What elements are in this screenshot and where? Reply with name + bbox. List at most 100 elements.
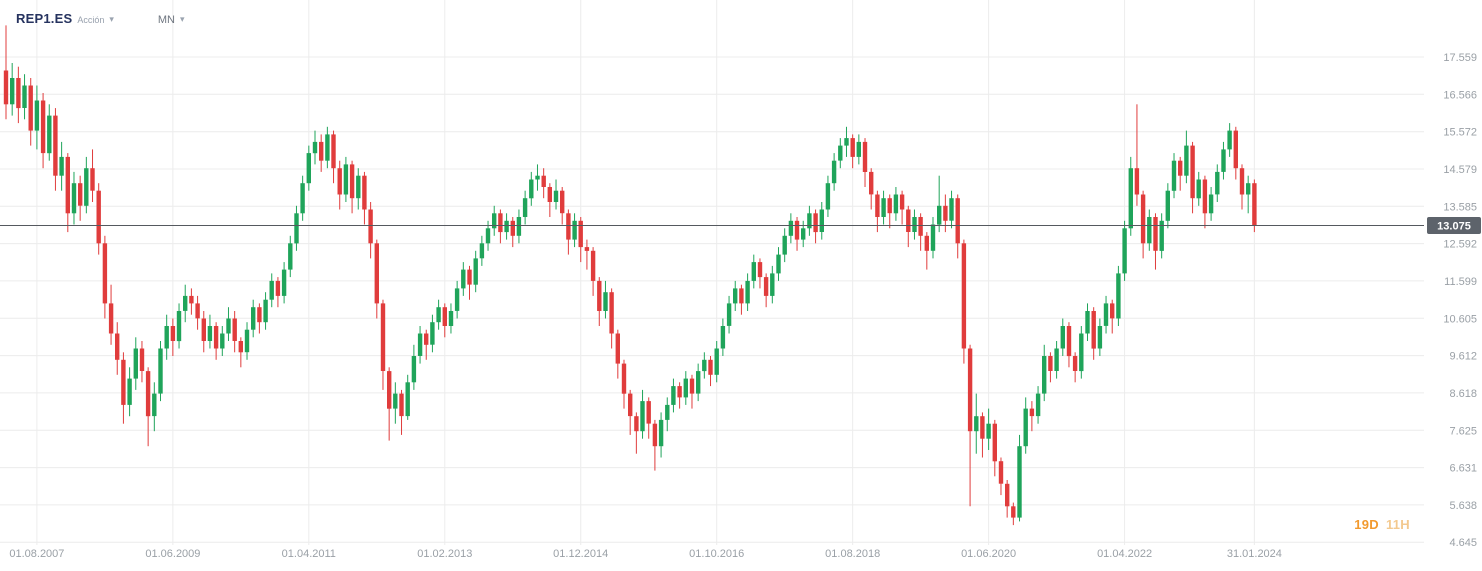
candle <box>183 284 188 323</box>
symbol-selector[interactable]: REP1.ES Acción ▾ <box>16 11 114 26</box>
candle <box>325 126 330 169</box>
candle <box>887 194 892 229</box>
candle <box>1054 341 1059 379</box>
current-price-label: 13.075 <box>1437 221 1471 233</box>
candle <box>374 239 379 319</box>
candle <box>708 356 713 387</box>
candle <box>492 205 497 236</box>
candle <box>28 78 33 146</box>
x-axis-label: 01.06.2020 <box>961 548 1016 560</box>
candle <box>1103 295 1109 334</box>
candle <box>794 217 800 251</box>
candle <box>436 299 441 330</box>
candle <box>319 134 324 172</box>
y-axis-label: 15.572 <box>1443 127 1477 139</box>
candle <box>1153 213 1158 270</box>
candle <box>461 262 466 296</box>
candle <box>504 213 509 240</box>
candle <box>992 419 997 477</box>
x-axis-label: 01.04.2011 <box>282 548 336 560</box>
candle <box>770 265 775 304</box>
x-axis-label: 01.06.2009 <box>145 548 200 560</box>
candle <box>368 202 373 259</box>
x-axis-label: 01.04.2022 <box>1097 548 1152 560</box>
candle <box>1239 164 1245 210</box>
candle <box>825 175 831 217</box>
candle <box>912 209 917 240</box>
countdown-days: 19D <box>1354 517 1379 532</box>
candle <box>1233 126 1238 180</box>
candle <box>881 190 886 225</box>
candle <box>1079 326 1084 379</box>
y-axis-label: 17.559 <box>1443 52 1477 64</box>
candle <box>683 371 688 405</box>
candle <box>850 134 855 169</box>
candle <box>34 85 40 150</box>
candle <box>590 247 596 296</box>
candle <box>399 389 404 435</box>
candle <box>213 322 219 360</box>
candle <box>1227 123 1232 157</box>
candle <box>1066 322 1072 368</box>
candle <box>566 209 571 255</box>
candle <box>899 190 905 225</box>
candle <box>22 74 27 120</box>
y-axis[interactable]: 17.559 16.566 15.572 14.579 13.585 12.592 11.5… <box>1443 52 1477 549</box>
candle <box>516 209 522 244</box>
candle <box>158 341 163 402</box>
candle <box>349 160 355 214</box>
candle <box>1184 130 1189 184</box>
candle <box>918 213 923 251</box>
candle <box>646 397 651 439</box>
candle <box>430 314 435 353</box>
candle <box>312 130 318 165</box>
candle <box>1048 352 1053 383</box>
x-axis-label: 31.01.2024 <box>1227 548 1282 560</box>
candle <box>813 209 818 244</box>
candle <box>949 190 954 229</box>
x-axis[interactable]: 01.08.2007 01.06.2009 01.04.2011 01.02.2013… <box>9 548 1282 560</box>
candle <box>831 153 837 191</box>
candle <box>71 171 77 225</box>
candle <box>343 156 349 202</box>
candle <box>1023 397 1028 454</box>
x-axis-label: 01.12.2014 <box>553 548 608 560</box>
candle <box>597 277 602 326</box>
symbol-name: REP1.ES <box>16 11 73 26</box>
candle <box>733 280 738 311</box>
candle <box>78 175 83 221</box>
candle <box>195 295 200 330</box>
candle <box>1085 303 1090 341</box>
candle <box>53 108 58 191</box>
candle <box>714 341 719 383</box>
candle <box>696 363 701 402</box>
candle <box>763 273 769 308</box>
candle <box>16 66 21 124</box>
current-price-badge: 13.075 <box>1427 217 1481 234</box>
candle <box>96 183 101 255</box>
x-axis-label: 01.08.2007 <box>9 548 64 560</box>
candle <box>405 374 410 420</box>
candle <box>3 25 9 120</box>
candle <box>522 190 528 225</box>
candle <box>1208 187 1214 221</box>
y-axis-label: 7.625 <box>1449 425 1477 437</box>
candle <box>628 389 633 435</box>
candle <box>1042 344 1047 402</box>
chevron-down-icon: ▾ <box>179 14 185 24</box>
candle <box>609 288 614 349</box>
candle <box>924 232 929 270</box>
candle <box>115 322 120 375</box>
candle <box>1005 480 1010 518</box>
candle <box>337 160 342 210</box>
candle <box>1097 318 1103 356</box>
timeframe-selector[interactable]: MN ▾ <box>158 14 185 26</box>
y-axis-label: 12.592 <box>1443 239 1477 251</box>
candle <box>1202 175 1208 229</box>
candle <box>121 352 126 424</box>
candle <box>448 303 454 334</box>
candle <box>10 63 15 116</box>
candle <box>424 329 429 360</box>
candle <box>776 247 781 281</box>
